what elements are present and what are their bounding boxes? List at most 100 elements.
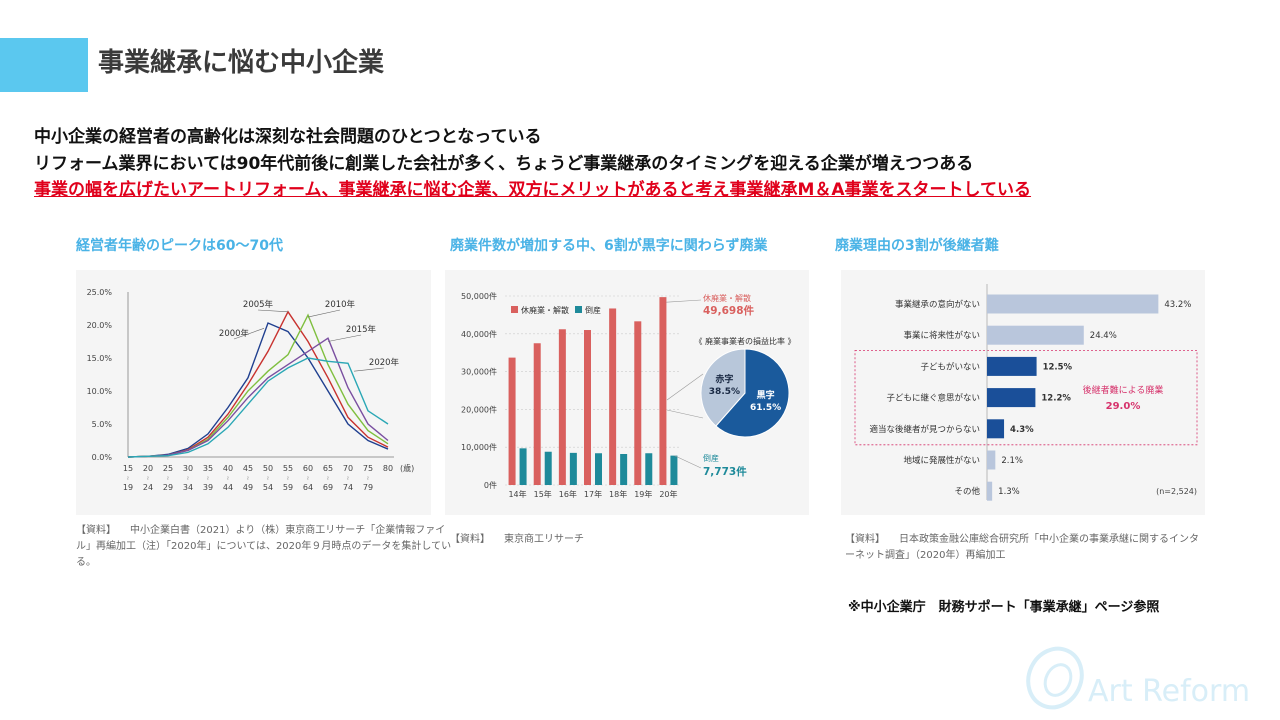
y-tick-label: 0件 (484, 480, 497, 490)
callout-kyuhaigyo-name: 休廃業・解散 (703, 293, 751, 303)
x-tick-label: 24 (143, 483, 153, 492)
legend-swatch-tosan (575, 306, 582, 313)
headline-2: リフォーム業界においては90年代前後に創業した会社が多く、ちょうど事業継承のタイ… (34, 154, 974, 174)
x-tick-label: 15年 (534, 489, 552, 499)
hbar-value-label: 43.2% (1164, 300, 1191, 310)
pie-leader (666, 409, 704, 419)
reason-hbar-chart: 事業継承の意向がない 43.2% 事業に将来性がない 24.4% 子どもがいない 12.5… (854, 284, 1198, 501)
x-tick-label: 15 (123, 464, 133, 473)
bar-tosan (595, 453, 602, 485)
group-label: 後継者難による廃業 (1083, 384, 1164, 396)
pie-slice-赤字 (700, 348, 746, 427)
hbar (987, 481, 993, 501)
x-tick-label: 80 (383, 464, 393, 473)
category-label: 子どもに継ぐ意思がない (886, 393, 980, 404)
y-tick-label: 20.0% (87, 321, 113, 330)
series-line-2020年 (127, 357, 389, 458)
x-tick-tilde: ≀ (287, 475, 289, 482)
y-tick-label: 40,000件 (461, 329, 497, 339)
x-tick-label: 60 (303, 464, 313, 473)
chart2-subtitle: 廃業件数が増加する中、6割が黒字に関わらず廃業 (450, 238, 768, 254)
legend-label: 倒産 (585, 305, 601, 315)
x-tick-label: 70 (343, 464, 353, 473)
hbar-value-label: 12.5% (1043, 362, 1073, 372)
category-label: 事業に将来性がない (903, 330, 980, 341)
x-tick-label: 30 (183, 464, 193, 473)
x-axis-unit: (歳) (400, 463, 414, 473)
series-label: 2015年 (346, 324, 377, 335)
series-leader-line (353, 367, 385, 372)
series-leader-line (327, 334, 362, 342)
x-tick-label: 25 (163, 464, 173, 473)
category-label: その他 (954, 486, 980, 497)
x-tick-label: 20 (143, 464, 153, 473)
x-tick-tilde: ≀ (267, 475, 269, 482)
series-leader-line (257, 309, 289, 313)
y-tick-label: 15.0% (87, 354, 113, 363)
x-tick-tilde: ≀ (247, 475, 249, 482)
reason-hbar-chart-panel: 事業継承の意向がない 43.2% 事業に将来性がない 24.4% 子どもがいない 12.5… (841, 270, 1205, 515)
x-tick-label: 40 (223, 464, 233, 473)
headline-3-highlight: 事業の幅を広げたいアートリフォーム、事業継承に悩む企業、双方にメリットがあると考… (34, 180, 1032, 200)
callout-leader (674, 455, 702, 469)
pie-leader (666, 373, 704, 401)
footnote: ※中小企業庁 財務サポート「事業承継」ページ参照 (848, 600, 1160, 615)
x-tick-label: 55 (283, 464, 293, 473)
x-tick-label: 17年 (584, 489, 602, 499)
x-tick-label: 35 (203, 464, 213, 473)
callout-leader (666, 299, 702, 303)
x-tick-label: 54 (263, 483, 273, 492)
group-value: 29.0% (1106, 401, 1141, 412)
bar-kyuhaigyo (659, 297, 667, 485)
source-text: 東京商工リサーチ (504, 534, 584, 545)
callout-tosan-value: 7,773件 (703, 465, 747, 478)
category-label: 事業継承の意向がない (895, 299, 980, 310)
series-leader-line (307, 309, 341, 318)
x-tick-tilde: ≀ (167, 475, 169, 482)
source-note-3: 【資料】 日本政策金融公庫総合研究所「中小企業の事業承継に関するインターネット調査… (845, 532, 1205, 564)
x-tick-label: 49 (243, 483, 253, 492)
x-tick-label: 45 (243, 464, 253, 473)
source-label: 【資料】 (450, 534, 490, 545)
age-line-chart: 25.0%20.0%15.0%10.0%5.0%0.0%15≀1920≀2425… (87, 288, 415, 492)
x-tick-tilde: ≀ (127, 475, 129, 482)
source-text: 中小企業白書（2021）より（株）東京商工リサーチ「企業情報ファイル」再編加工（… (76, 525, 452, 568)
bar-tosan (620, 454, 628, 485)
bar-kyuhaigyo (609, 308, 617, 485)
x-tick-tilde: ≀ (227, 475, 229, 482)
pie-slice-value: 38.5% (709, 387, 740, 397)
x-tick-label: 19 (123, 483, 133, 492)
hbar (987, 450, 996, 470)
bar-tosan (569, 452, 577, 485)
x-tick-label: 29 (163, 483, 173, 492)
source-text: 日本政策金融公庫総合研究所「中小企業の事業承継に関するインターネット調査」（20… (845, 534, 1199, 561)
highlight-group-box (854, 350, 1198, 446)
page-title: 事業継承に悩む中小企業 (98, 48, 385, 78)
x-tick-label: 75 (363, 464, 373, 473)
legend-swatch-kyuhaigyo (511, 306, 518, 313)
series-line-2015年 (127, 337, 389, 458)
callout-tosan-name: 倒産 (703, 453, 719, 463)
series-leader-line (233, 328, 265, 340)
x-tick-label: 19年 (634, 489, 652, 499)
series-label: 2010年 (325, 299, 356, 310)
bar-tosan (645, 453, 653, 485)
callout-kyuhaigyo-value: 49,698件 (703, 304, 755, 317)
hbar (987, 419, 1005, 439)
source-note-1: 【資料】 中小企業白書（2021）より（株）東京商工リサーチ「企業情報ファイル」再… (76, 523, 456, 571)
bar-kyuhaigyo (558, 329, 566, 485)
bar-tosan (544, 451, 552, 485)
pie-title: 《 廃業事業者の損益比率 》 (694, 336, 795, 346)
x-tick-label: 14年 (508, 489, 526, 499)
x-tick-label: 64 (303, 483, 313, 492)
x-tick-label: 20年 (659, 489, 677, 499)
pie-slice-黒字 (715, 348, 790, 438)
hbar-value-label: 4.3% (1010, 425, 1034, 435)
hbar-value-label: 2.1% (1001, 456, 1023, 466)
closure-bar-chart: 50,000件 40,000件 30,000件 20,000件 10,000件 0件 14年… (461, 291, 796, 499)
x-tick-label: 44 (223, 483, 233, 492)
x-tick-tilde: ≀ (327, 475, 329, 482)
category-label: 地域に発展性がない (903, 455, 980, 466)
x-tick-label: 18年 (609, 489, 627, 499)
y-tick-label: 25.0% (87, 288, 113, 297)
